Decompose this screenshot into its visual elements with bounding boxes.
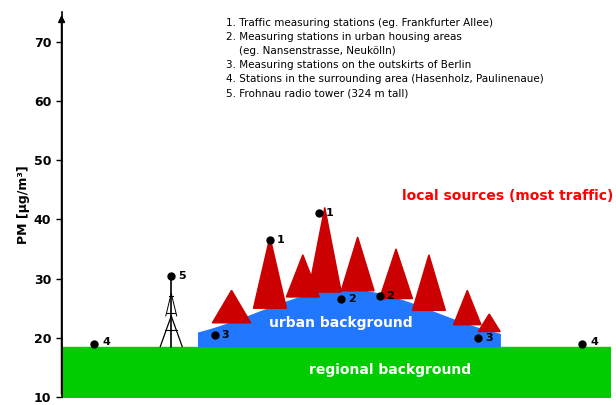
Polygon shape [286,255,319,297]
Polygon shape [213,290,251,323]
Text: 1. Traffic measuring stations (eg. Frankfurter Allee)
2. Measuring stations in u: 1. Traffic measuring stations (eg. Frank… [226,18,544,98]
Text: regional background: regional background [309,363,472,377]
Polygon shape [198,290,500,347]
Text: 4: 4 [103,337,111,347]
Polygon shape [379,249,413,298]
Text: 3: 3 [222,330,229,340]
Text: 5: 5 [178,271,185,281]
Polygon shape [453,290,481,325]
Polygon shape [478,314,500,332]
Text: 2: 2 [348,294,355,304]
Text: local sources (most traffic): local sources (most traffic) [402,189,613,202]
Text: 3: 3 [485,333,492,343]
Polygon shape [309,207,341,292]
Text: 4: 4 [591,337,599,347]
Text: 1: 1 [277,235,284,245]
Polygon shape [341,237,374,291]
Polygon shape [254,237,286,308]
Y-axis label: PM [μg/m³]: PM [μg/m³] [17,165,30,244]
Text: 1: 1 [326,209,334,218]
Text: 2: 2 [386,291,394,301]
Polygon shape [413,255,445,310]
Text: urban background: urban background [269,316,413,330]
